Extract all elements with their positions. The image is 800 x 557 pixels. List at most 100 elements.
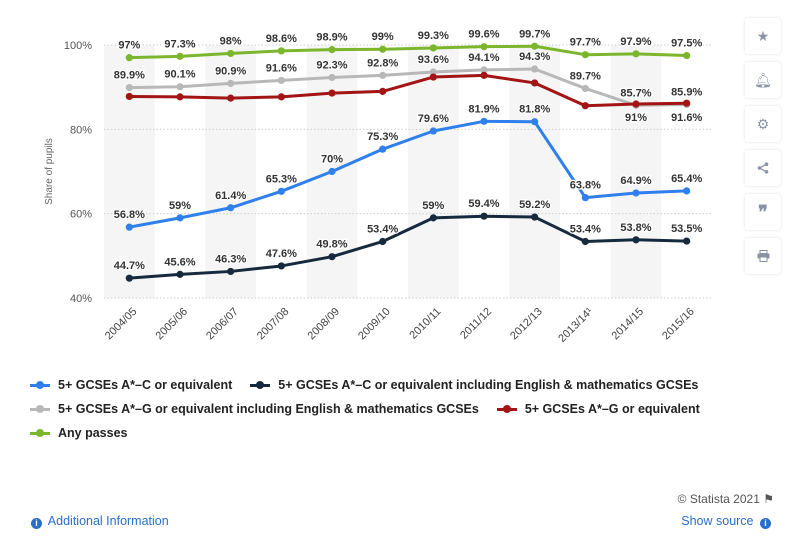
- data-label: 89.7%: [570, 70, 601, 82]
- data-label: 85.9%: [671, 86, 702, 98]
- data-point: [125, 223, 133, 231]
- additional-information-link[interactable]: i Additional Information: [28, 514, 169, 529]
- data-label: 47.6%: [266, 248, 297, 260]
- data-label: 79.6%: [418, 113, 449, 125]
- data-label: 59.2%: [519, 199, 550, 211]
- line-chart: 40% 60% 80% 100% Share of pupils 2004/05 2005/…: [44, 27, 712, 345]
- print-icon[interactable]: [745, 238, 781, 274]
- show-source-link[interactable]: Show source i: [681, 514, 774, 529]
- data-label: 98.9%: [316, 32, 347, 44]
- share-icon[interactable]: [745, 150, 781, 186]
- gear-icon[interactable]: ⚙: [745, 106, 781, 142]
- data-label: 59.4%: [468, 198, 499, 210]
- data-label: 91%: [625, 112, 647, 124]
- data-label: 81.8%: [519, 104, 550, 116]
- x-tick-label: 2010/11: [407, 306, 443, 342]
- data-point: [328, 89, 336, 97]
- legend-label: 5+ GCSEs A*–C or equivalent including En…: [278, 378, 699, 392]
- x-tick-label: 2009/10: [356, 306, 393, 343]
- column-band: [408, 45, 459, 298]
- data-label: 99.6%: [468, 29, 499, 41]
- legend-item-series3[interactable]: 5+ GCSEs A*–G or equivalent including En…: [30, 402, 479, 416]
- data-label: 94.3%: [519, 51, 550, 63]
- data-point: [176, 52, 184, 60]
- data-label: 97.5%: [671, 38, 702, 50]
- data-point: [632, 236, 640, 244]
- data-point: [125, 274, 133, 282]
- data-point: [125, 92, 133, 101]
- star-icon[interactable]: ★: [745, 18, 781, 54]
- data-label: 53.4%: [570, 223, 601, 235]
- statista-credit[interactable]: © Statista 2021 ⚑: [678, 492, 774, 506]
- bell-icon[interactable]: 🔔︎: [745, 62, 781, 98]
- data-point: [379, 87, 387, 95]
- x-tick-label: 2007/08: [255, 306, 292, 343]
- data-point: [227, 204, 235, 212]
- data-point: [632, 50, 640, 58]
- info-icon: i: [760, 518, 771, 529]
- data-point: [176, 270, 184, 278]
- credit-text: © Statista 2021: [677, 492, 760, 506]
- data-label: 49.8%: [316, 239, 347, 251]
- data-point: [379, 145, 387, 153]
- y-axis-title: Share of pupils: [44, 138, 55, 205]
- data-label: 94.1%: [468, 52, 499, 64]
- data-label: 98.6%: [266, 33, 297, 45]
- series-line: [129, 73, 687, 108]
- data-label: 93.6%: [418, 54, 449, 66]
- data-label: 97.9%: [620, 36, 651, 48]
- info-icon: i: [31, 518, 42, 529]
- legend-item-series4[interactable]: 5+ GCSEs A*–G or equivalent: [496, 402, 700, 416]
- series-line: [129, 119, 687, 229]
- x-tick-label: 2004/05: [103, 306, 140, 343]
- data-point: [328, 46, 336, 54]
- data-point: [328, 73, 336, 82]
- data-label: 99.7%: [519, 28, 550, 40]
- data-label: 99%: [372, 31, 394, 43]
- data-point: [531, 79, 539, 87]
- data-label: 91.6%: [671, 112, 702, 124]
- data-point: [277, 262, 285, 270]
- data-point: [227, 49, 235, 58]
- data-point: [379, 71, 387, 79]
- column-band: [205, 45, 256, 298]
- data-label: 90.1%: [164, 69, 195, 81]
- data-point: [581, 194, 589, 202]
- data-point: [480, 71, 488, 79]
- data-label: 92.8%: [367, 57, 398, 69]
- data-point: [277, 76, 285, 85]
- data-label: 99.3%: [418, 30, 449, 42]
- data-label: 59%: [422, 200, 444, 212]
- data-point: [480, 66, 488, 74]
- legend-label: 5+ GCSEs A*–G or equivalent including En…: [58, 402, 479, 416]
- data-point: [429, 68, 437, 76]
- quote-icon[interactable]: ❞: [745, 194, 781, 230]
- data-point: [328, 167, 336, 176]
- data-point: [328, 253, 336, 261]
- x-tick-label: 2011/12: [458, 306, 494, 342]
- column-band: [509, 45, 560, 298]
- data-point: [480, 43, 488, 51]
- data-label: 45.6%: [164, 256, 195, 268]
- data-point: [480, 117, 488, 125]
- legend-item-series1[interactable]: 5+ GCSEs A*–C or equivalent: [30, 378, 232, 392]
- x-tick-label: 2015/16: [660, 306, 697, 343]
- data-label: 65.4%: [671, 173, 702, 185]
- data-label: 89.9%: [114, 70, 145, 82]
- data-point: [581, 84, 589, 93]
- legend-item-series5[interactable]: Any passes: [30, 426, 127, 440]
- data-point: [429, 127, 437, 135]
- data-point: [227, 94, 235, 102]
- y-tick-label: 40%: [70, 293, 92, 305]
- data-point: [379, 45, 387, 53]
- data-point: [581, 51, 589, 59]
- side-toolbar: ★ 🔔︎ ⚙ ❞: [745, 18, 781, 278]
- legend-item-series2[interactable]: 5+ GCSEs A*–C or equivalent including En…: [250, 378, 698, 392]
- data-label: 75.3%: [367, 131, 398, 143]
- show-source-label: Show source: [681, 514, 754, 528]
- data-label: 46.3%: [215, 253, 246, 265]
- data-label: 53.5%: [671, 223, 702, 235]
- x-tick-label: 2013/14¹: [556, 305, 595, 344]
- y-tick-label: 80%: [70, 124, 92, 136]
- data-label: 53.4%: [367, 223, 398, 235]
